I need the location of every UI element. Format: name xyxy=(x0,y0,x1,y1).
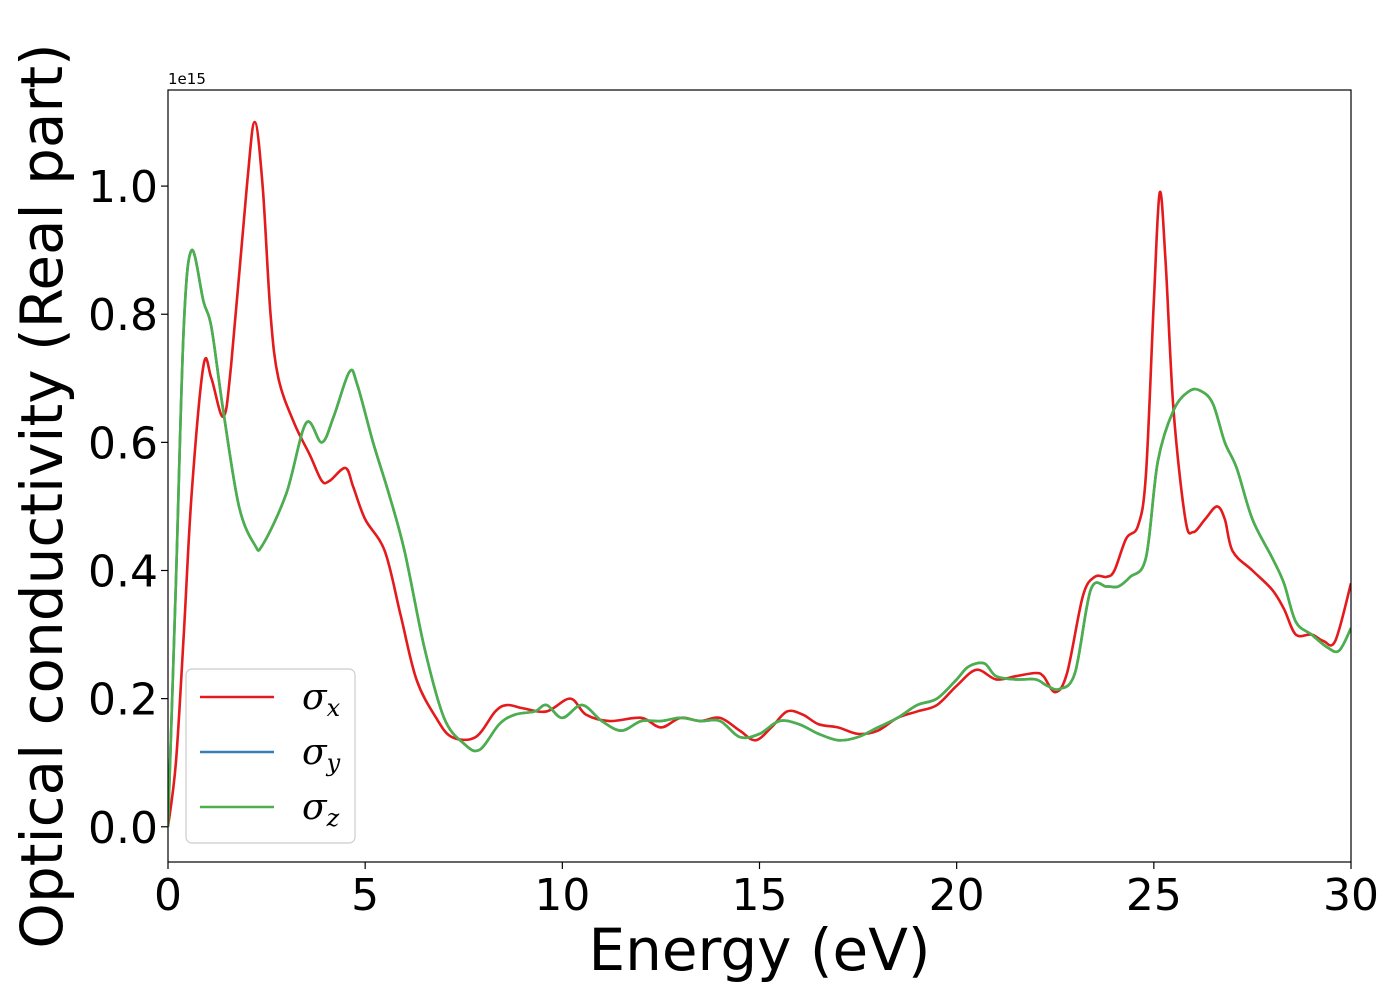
y-tick-label: 0.0 xyxy=(88,803,158,854)
y-tick-label: 1.0 xyxy=(88,162,158,213)
y-tick-label: 0.2 xyxy=(88,675,158,726)
y-tick-label: 0.4 xyxy=(88,546,158,597)
x-tick-label: 20 xyxy=(929,870,985,921)
ticks-layer: 0 5 10 15 20 25 30 0.0 0.2 0.4 0.6 0.8 1.0 xyxy=(88,162,1379,921)
series-line-z xyxy=(168,248,1351,827)
legend-label-x: σx xyxy=(302,677,341,722)
legend-box xyxy=(185,668,356,844)
y-axis-label: Optical conductivity (Real part) xyxy=(8,43,76,948)
x-tick-label: 10 xyxy=(534,870,590,921)
series-line-x xyxy=(168,120,1351,827)
y-offset-label: 1e15 xyxy=(168,70,206,88)
x-axis-label: Energy (eV) xyxy=(588,916,930,984)
y-tick-label: 0.8 xyxy=(88,290,158,341)
x-tick-label: 30 xyxy=(1323,870,1379,921)
series-layer xyxy=(168,120,1351,827)
x-tick-label: 5 xyxy=(351,870,379,921)
x-tick-label: 0 xyxy=(154,870,182,921)
x-tick-label: 15 xyxy=(732,870,788,921)
x-tick-label: 25 xyxy=(1126,870,1182,921)
y-tick-label: 0.6 xyxy=(88,418,158,469)
